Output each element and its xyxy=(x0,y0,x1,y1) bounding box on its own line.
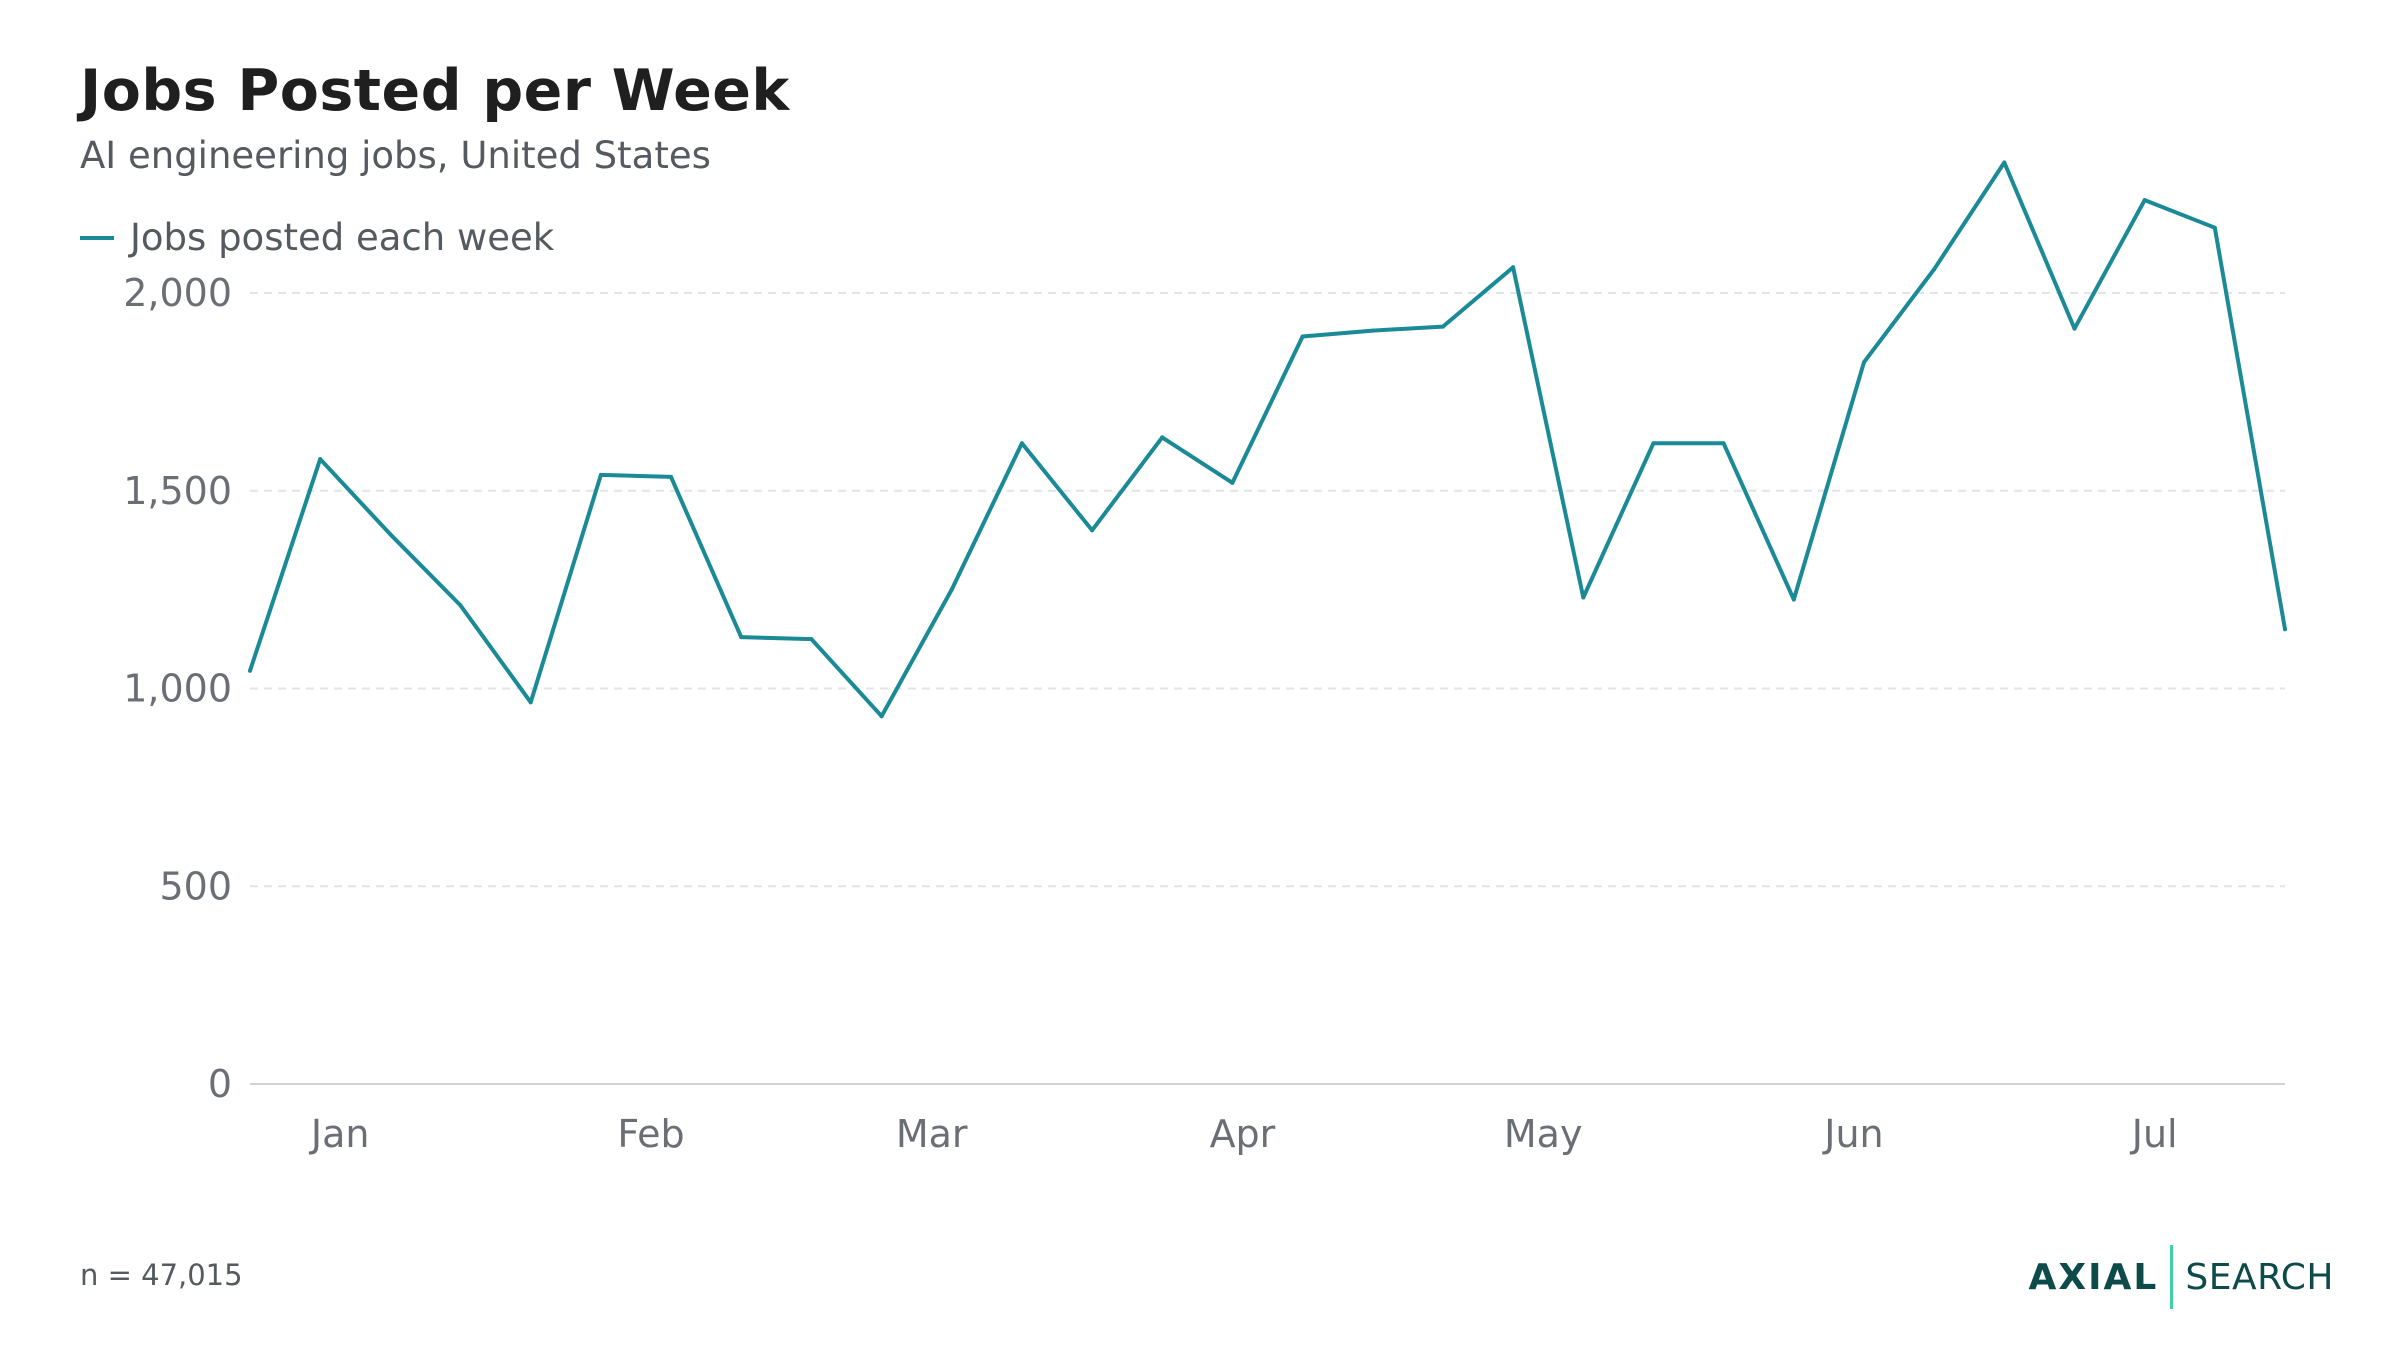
series-line xyxy=(248,160,2287,719)
data-point xyxy=(528,700,533,705)
data-point xyxy=(318,457,323,462)
x-tick-label: Jun xyxy=(1822,1112,1883,1156)
logo-primary-text: AXIAL xyxy=(2028,1256,2159,1298)
data-point xyxy=(1090,528,1095,533)
data-point xyxy=(1791,597,1796,602)
x-tick-label: Apr xyxy=(1210,1112,1276,1156)
data-point xyxy=(2002,160,2007,165)
data-point xyxy=(1370,328,1375,333)
logo-divider xyxy=(2170,1245,2174,1309)
data-point xyxy=(1932,267,1937,272)
data-point xyxy=(669,474,673,479)
data-point xyxy=(248,668,252,673)
data-point xyxy=(949,587,954,592)
data-point xyxy=(1721,441,1726,446)
data-point xyxy=(1581,595,1586,600)
chart-title: Jobs Posted per Week xyxy=(80,58,790,124)
logo-secondary-text: SEARCH xyxy=(2185,1256,2334,1298)
y-tick-label: 0 xyxy=(208,1062,232,1106)
x-tick-label: Feb xyxy=(617,1112,684,1156)
x-tick-label: Jan xyxy=(309,1112,370,1156)
footnote-sample-size: n = 47,015 xyxy=(80,1258,243,1292)
data-point xyxy=(1300,334,1305,339)
data-point xyxy=(2283,627,2287,632)
y-tick-label: 1,500 xyxy=(123,469,232,513)
data-point xyxy=(458,603,463,608)
data-point xyxy=(2072,326,2077,331)
data-point xyxy=(1160,435,1165,440)
legend-swatch xyxy=(80,235,114,240)
chart-subtitle: AI engineering jobs, United States xyxy=(80,134,711,177)
data-point xyxy=(1019,441,1024,446)
y-tick-label: 500 xyxy=(159,864,232,908)
data-point xyxy=(388,532,393,537)
data-point xyxy=(1230,480,1235,485)
data-point xyxy=(739,635,744,640)
series-layer xyxy=(248,160,2287,719)
data-point xyxy=(1862,360,1866,365)
y-tick-label: 1,000 xyxy=(123,667,232,711)
x-tick-labels: Jan Feb Mar Apr May Jun Jul xyxy=(309,1112,2178,1156)
data-point xyxy=(2142,198,2147,203)
x-tick-label: Jul xyxy=(2130,1112,2178,1156)
grid-lines xyxy=(250,292,2285,888)
data-point xyxy=(2212,225,2217,230)
x-tick-label: May xyxy=(1504,1112,1583,1156)
data-point xyxy=(598,472,603,477)
data-point xyxy=(809,637,814,642)
legend-label: Jobs posted each week xyxy=(130,216,555,259)
data-point xyxy=(1440,324,1445,329)
brand-logo: AXIAL SEARCH xyxy=(2029,1242,2334,1312)
y-tick-label: 2,000 xyxy=(123,271,232,315)
legend: Jobs posted each week xyxy=(80,216,554,259)
x-tick-label: Mar xyxy=(896,1112,968,1156)
data-point xyxy=(1511,265,1516,270)
y-tick-labels: 0 500 1,000 1,500 2,000 xyxy=(123,271,232,1106)
data-point xyxy=(1651,441,1656,446)
data-point xyxy=(879,714,884,719)
